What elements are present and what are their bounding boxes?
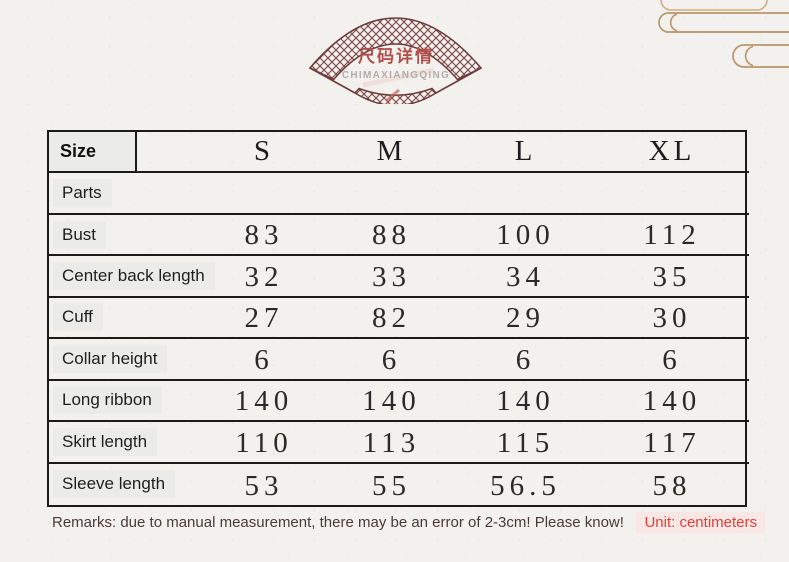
size-value-cell: 112 <box>643 219 701 252</box>
cloud-ornament-graphic <box>658 0 789 68</box>
row-label-cell: Cuff <box>49 298 201 337</box>
table-row-skirt-length: Skirt length 110 113 115 117 <box>49 422 749 464</box>
pink-brush-accent <box>362 67 435 88</box>
row-label: Skirt length <box>53 427 158 456</box>
size-value-cell: 58 <box>652 469 692 502</box>
red-brush-accent <box>385 88 400 103</box>
size-header-s: S <box>253 135 275 168</box>
size-value-cell: 115 <box>496 426 555 459</box>
row-label: Collar height <box>53 344 168 373</box>
table-row-collar-height: Collar height 6 6 6 6 <box>49 339 749 381</box>
empty-cell <box>201 173 327 212</box>
row-label-cell: Long ribbon <box>49 381 201 420</box>
table-row-cuff: Cuff 27 82 29 30 <box>49 298 749 340</box>
logo-subtitle: CHIMAXIANGQING <box>342 70 450 81</box>
row-label-cell: Center back length <box>49 256 215 295</box>
size-value-cell: 6 <box>662 343 682 376</box>
size-value-cell: 82 <box>372 302 411 335</box>
size-value-cell: 33 <box>372 260 411 293</box>
size-value-cell: 29 <box>506 302 545 335</box>
size-header-xl: XL <box>648 135 696 168</box>
size-value-cell: 83 <box>244 219 284 252</box>
row-label-cell: Bust <box>49 215 201 254</box>
footer-remarks-bar: Remarks: due to manual measurement, ther… <box>52 512 765 533</box>
row-label-cell: Parts <box>49 173 201 212</box>
size-corner-cell: Size <box>49 132 137 172</box>
size-header-m: M <box>376 135 407 168</box>
row-label-cell: Collar height <box>49 339 201 378</box>
cloud-lower-icon <box>732 44 789 68</box>
cloud-lower-inner-cap <box>744 45 754 67</box>
size-value-cell: 117 <box>643 426 701 459</box>
size-value-cell: 140 <box>362 385 421 418</box>
size-chart-table: Size S M L XL Parts Bust 83 88 100 112 C… <box>47 130 749 507</box>
row-label: Parts <box>53 179 112 208</box>
row-label: Center back length <box>53 262 215 291</box>
size-value-cell: 113 <box>362 426 421 459</box>
table-row-bust: Bust 83 88 100 112 <box>49 215 749 257</box>
empty-cell <box>456 173 595 212</box>
fan-bottom-strip <box>353 87 438 104</box>
remarks-text: Remarks: due to manual measurement, ther… <box>52 514 624 531</box>
size-value-cell: 55 <box>372 469 411 502</box>
size-value-cell: 34 <box>506 260 545 293</box>
size-value-cell: 6 <box>515 343 536 376</box>
cloud-middle-icon <box>658 12 789 33</box>
table-row-center-back-length: Center back length 32 33 34 35 <box>49 256 749 298</box>
size-value-cell: 6 <box>381 343 402 376</box>
cloud-ornament <box>617 0 789 78</box>
row-label-cell: Skirt length <box>49 422 201 461</box>
logo-title-cn: 尺码详情 <box>358 46 434 66</box>
fan-lattice-logo: 尺码详情 CHIMAXIANGQING <box>308 6 486 104</box>
size-value-cell: 32 <box>244 260 284 293</box>
fan-logo-graphic: 尺码详情 CHIMAXIANGQING <box>308 17 483 104</box>
unit-note: Unit: centimeters <box>636 512 765 533</box>
size-value-cell: 53 <box>244 469 284 502</box>
empty-cell <box>595 173 749 212</box>
size-value-cell: 88 <box>372 219 411 252</box>
empty-cell <box>327 173 456 212</box>
table-row-sleeve-length: Sleeve length 53 55 56.5 58 <box>49 464 749 505</box>
header-spacer <box>137 132 201 171</box>
fan-side-edges <box>309 67 482 94</box>
size-value-cell: 100 <box>496 219 555 252</box>
size-value-cell: 27 <box>244 302 284 335</box>
size-value-cell: 140 <box>642 385 702 418</box>
size-value-cell: 110 <box>235 426 293 459</box>
size-value-cell: 6 <box>254 343 274 376</box>
cloud-top-icon <box>660 0 768 11</box>
size-value-cell: 56.5 <box>490 469 561 502</box>
table-row-long-ribbon: Long ribbon 140 140 140 140 <box>49 381 749 423</box>
cloud-middle-inner-cap <box>669 13 678 32</box>
row-label: Bust <box>53 220 107 249</box>
size-header-l: L <box>514 135 537 168</box>
table-header-row: Size S M L XL <box>49 132 749 174</box>
size-value-cell: 140 <box>496 385 555 418</box>
row-label: Sleeve length <box>53 470 176 499</box>
size-value-cell: 140 <box>234 385 294 418</box>
size-value-cell: 35 <box>652 260 692 293</box>
parts-row: Parts <box>49 173 749 215</box>
row-label: Cuff <box>53 303 103 332</box>
row-label-cell: Sleeve length <box>49 464 201 505</box>
row-label: Long ribbon <box>53 386 162 415</box>
size-value-cell: 30 <box>652 302 692 335</box>
